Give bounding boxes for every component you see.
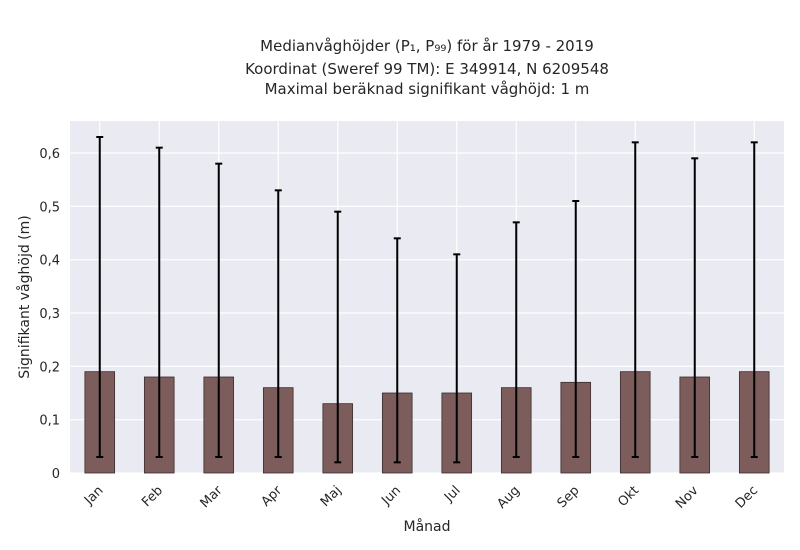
x-axis-label: Månad [404,518,451,535]
error-bars [96,136,758,464]
error-bar-feb [155,146,163,458]
x-tick-label: Jul [441,483,463,505]
y-tick-label: 0 [52,467,60,482]
x-tick-label: Aug [495,483,524,512]
error-bar-jan [96,136,104,458]
error-bar-dec [750,141,758,458]
y-tick-label: 0,6 [39,147,60,162]
chart-subtitle-max-height: Maximal beräknad signifikant våghöjd: 1 … [265,80,590,98]
chart-subtitle-coordinates: Koordinat (Sweref 99 TM): E 349914, N 62… [245,60,609,78]
x-tick-label: Maj [318,483,345,510]
y-tick-label: 0,3 [39,307,60,322]
x-tick-label: Sep [555,483,583,511]
y-axis-label: Signifikant våghöjd (m) [16,215,33,378]
error-bar-jun [393,237,401,464]
plot-area [70,121,784,473]
x-tick-label: Okt [615,483,642,510]
y-tick-label: 0,1 [39,414,60,429]
x-tick-label: Apr [259,483,286,510]
error-bar-okt [631,141,639,458]
y-ticks: 0 0,1 0,2 0,3 0,4 0,5 0,6 [39,147,60,482]
x-ticks: Jan Feb Mar Apr Maj Jun Jul Aug Sep Okt Nov Dec [81,483,761,512]
x-tick-label: Mar [198,483,226,511]
x-tick-label: Nov [673,483,702,512]
error-bar-jul [453,253,461,464]
x-tick-label: Jun [378,483,404,509]
x-tick-label: Jan [81,483,106,508]
error-bar-maj [334,210,342,464]
y-tick-label: 0,5 [39,200,60,215]
error-bar-apr [274,189,282,458]
y-tick-label: 0,2 [39,360,60,375]
y-tick-label: 0,4 [39,254,60,269]
error-bar-mar [215,162,223,458]
error-bar-aug [512,221,520,458]
error-bar-sep [572,200,580,458]
x-tick-label: Feb [139,483,166,510]
error-bar-nov [691,157,699,458]
chart-title: Medianvåghöjder (P₁, P₉₉) för år 1979 - … [260,37,594,55]
x-tick-label: Dec [733,483,761,511]
